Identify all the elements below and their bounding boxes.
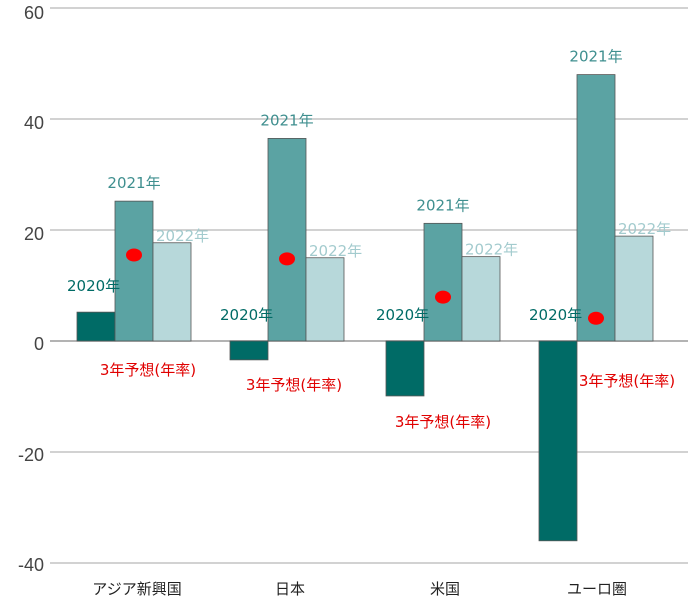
forecast-label: 3年予想(年率) [579,372,675,390]
forecast-dot [279,252,295,266]
bar [114,200,154,342]
bar [423,222,463,342]
y-tick-label: 0 [34,334,44,354]
forecast-dot [435,290,451,304]
bar [267,138,307,342]
x-tick-label: ユーロ圏 [567,580,627,598]
data-labels: 2020年 2021年 2022年 3年予想(年率) 2020年 2021年 2022年 3年… [67,48,675,431]
bar-series-label: 2021年 [569,48,622,66]
bar [576,74,616,342]
bar-series-label: 2020年 [376,306,429,324]
bar-series-label: 2020年 [220,306,273,324]
x-tick-label: 日本 [275,580,305,598]
bar-series-label: 2022年 [309,242,362,260]
bar-series-label: 2022年 [465,241,518,259]
bar [305,257,345,342]
bar-series-label: 2020年 [529,306,582,324]
bar-series-label: 2021年 [260,111,313,129]
bar-series-label: 2021年 [107,174,160,192]
bars [76,74,654,542]
forecast-label: 3年予想(年率) [100,361,196,379]
bar [538,340,578,542]
bar [229,340,269,361]
y-axis: 60 40 20 0 -20 -40 [18,3,44,575]
y-tick-label: -20 [18,445,44,465]
bar [461,256,501,342]
bar [76,311,116,342]
y-tick-label: 40 [24,113,44,133]
bar-series-label: 2020年 [67,277,120,295]
x-tick-label: アジア新興国 [92,580,181,598]
bar-series-label: 2021年 [416,196,469,214]
bar [614,235,654,342]
bar-series-label: 2022年 [156,227,209,245]
forecast-label: 3年予想(年率) [395,413,491,431]
y-tick-label: 20 [24,224,44,244]
x-axis: アジア新興国 日本 米国 ユーロ圏 [92,580,627,598]
bar [385,340,425,397]
forecast-label: 3年予想(年率) [246,376,342,394]
y-tick-label: -40 [18,555,44,575]
x-tick-label: 米国 [430,580,460,598]
y-tick-label: 60 [24,3,44,23]
forecast-dot [126,248,142,262]
bar-series-label: 2022年 [618,220,671,238]
bar [152,242,192,342]
forecast-dot [588,311,604,325]
